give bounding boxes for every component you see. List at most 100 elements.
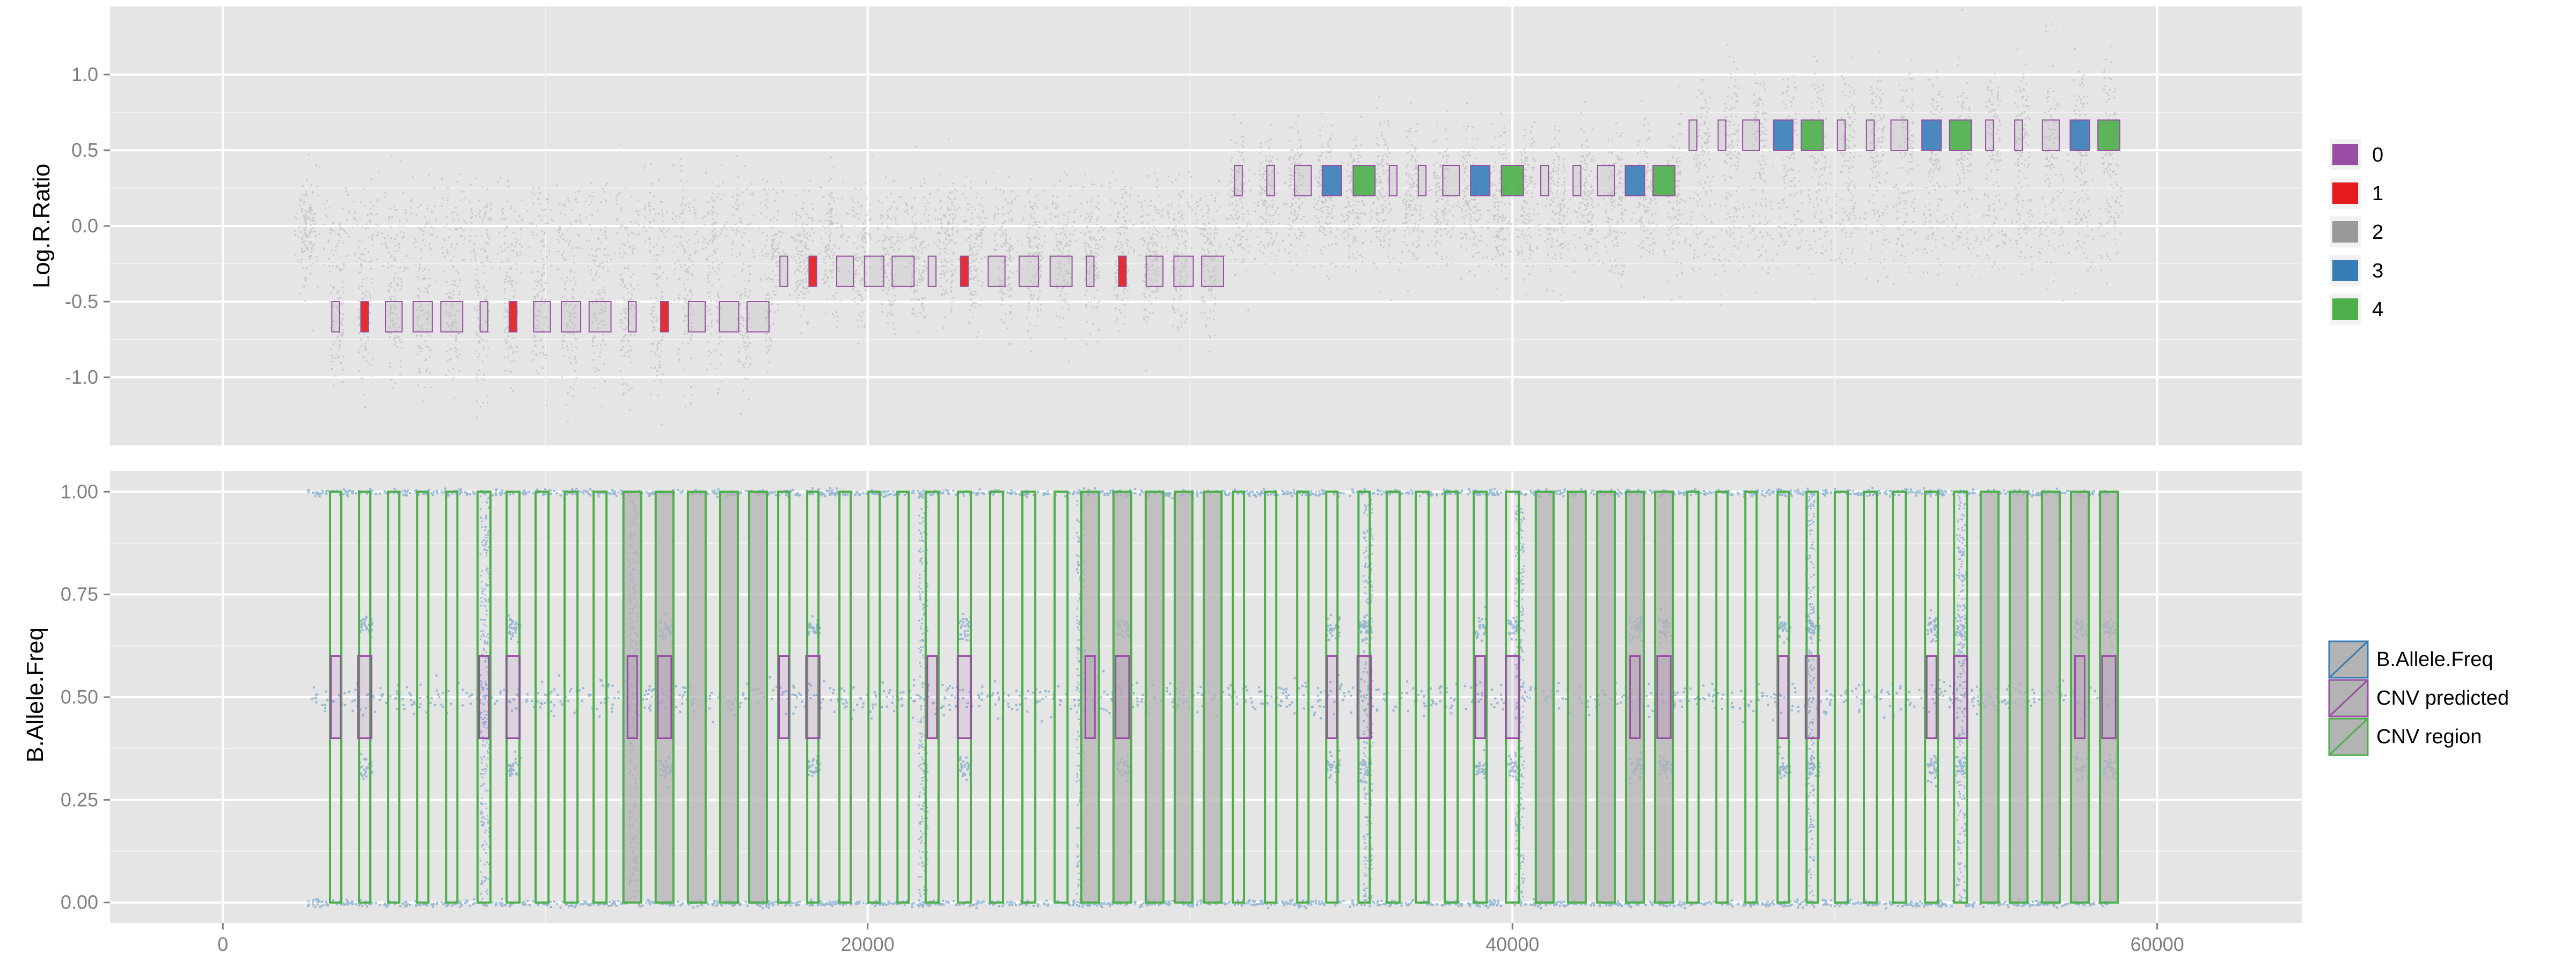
bottom-y-axis-title: B.Allele.Freq xyxy=(22,627,48,763)
y-tick-label: 0.0 xyxy=(71,215,98,237)
cnv-segment-state-3 xyxy=(1624,165,1645,196)
cnv-region xyxy=(2069,491,2090,904)
cnv-predicted xyxy=(657,655,672,740)
cnv-segment-state-3 xyxy=(1470,165,1491,196)
cnv-segment-state-0 xyxy=(891,255,915,287)
cnv-region xyxy=(1021,491,1037,904)
cnv-predicted xyxy=(1084,655,1096,740)
cnv-region xyxy=(1325,491,1339,904)
cnv-region xyxy=(777,491,791,904)
cnv-region xyxy=(622,491,642,904)
cnv-segment-state-0 xyxy=(1688,119,1697,151)
legend-label: 4 xyxy=(2372,298,2383,321)
cnv-segment-state-0 xyxy=(1742,119,1760,151)
cnv-segment-state-0 xyxy=(1540,165,1549,196)
cnv-region xyxy=(1296,491,1310,904)
cnv-region xyxy=(564,491,579,904)
cnv-segment-state-0 xyxy=(412,301,433,333)
cnv-segment-state-0 xyxy=(1086,255,1095,287)
cnv-region xyxy=(1534,491,1555,904)
cnv-region xyxy=(1264,491,1278,904)
cnv-region xyxy=(924,491,940,904)
cnv-region xyxy=(1473,491,1488,904)
cnv-segment-state-0 xyxy=(779,255,788,287)
cnv-predicted xyxy=(1629,655,1641,740)
cnv-region xyxy=(1112,491,1132,904)
cnv-segment-state-0 xyxy=(1201,255,1224,287)
cnv-segment-state-3 xyxy=(2069,119,2090,151)
cnv-predicted xyxy=(330,655,342,740)
cnv-region xyxy=(1232,491,1246,904)
bottom-panel: 0.00 0.25 0.50 0.75 1.00 0 20000 40000 60000 B.… xyxy=(22,471,2302,955)
cnv-segment-state-1 xyxy=(1118,255,1127,287)
cnv-predicted xyxy=(778,655,790,740)
cnv-region xyxy=(1385,491,1401,904)
legend-key-diagonal xyxy=(2328,718,2369,756)
cnv-predicted xyxy=(1953,655,1968,740)
cnv-segment-state-0 xyxy=(2014,119,2023,151)
cnv-segment-state-0 xyxy=(385,301,403,333)
cnv-region xyxy=(534,491,550,904)
y-tick-label: 0.50 xyxy=(61,686,98,708)
cnv-region xyxy=(748,491,768,904)
legend-key-swatch xyxy=(2332,298,2358,320)
cnv-region xyxy=(1567,491,1587,904)
cnv-region xyxy=(592,491,608,904)
cnv-segment-state-0 xyxy=(440,301,464,333)
cnv-predicted xyxy=(1926,655,1937,740)
cnv-segment-state-1 xyxy=(960,255,969,287)
cnv-segment-state-0 xyxy=(1145,255,1164,287)
cnv-region xyxy=(1444,491,1459,904)
cnv-segment-state-0 xyxy=(627,301,637,333)
cnv-segment-state-1 xyxy=(808,255,817,287)
cnv-segment-state-0 xyxy=(479,301,489,333)
cnv-segment-state-0 xyxy=(1019,255,1040,287)
legend-key-swatch xyxy=(2332,144,2358,165)
legend-copy-number: 0 1 2 3 4 xyxy=(2329,138,2383,326)
cnv-region xyxy=(654,491,675,904)
y-tick-label: -0.5 xyxy=(65,290,98,312)
cnv-region xyxy=(896,491,910,904)
cnv-region xyxy=(387,491,401,904)
cnv-region xyxy=(1686,491,1700,904)
legend-key-swatch xyxy=(2332,260,2358,281)
cnv-region xyxy=(1654,491,1674,904)
cnv-region xyxy=(1924,491,1940,904)
cnv-segment-state-0 xyxy=(588,301,612,333)
cnv-predicted xyxy=(505,655,521,740)
cnv-predicted xyxy=(2074,655,2086,740)
cnv-region xyxy=(1053,491,1069,904)
legend-key-diagonal xyxy=(2328,640,2369,679)
cnv-region xyxy=(1624,491,1645,904)
cnv-region xyxy=(1892,491,1907,904)
cnv-segment-state-0 xyxy=(1417,165,1427,196)
top-lrr-points xyxy=(294,9,2123,426)
cnv-region xyxy=(806,491,820,904)
top-panel: -1.0 -0.5 0.0 0.5 1.0 Log.R.Ratio xyxy=(28,6,2302,445)
cnv-region xyxy=(1357,491,1371,904)
legend-label: 0 xyxy=(2372,144,2383,166)
cnv-segment-state-0 xyxy=(747,301,770,333)
cnv-predicted xyxy=(956,655,972,740)
y-tick-label: 1.0 xyxy=(71,63,98,85)
cnv-region xyxy=(719,491,739,904)
cnv-segment-state-0 xyxy=(927,255,937,287)
cnv-predicted xyxy=(1115,655,1130,740)
legend-label: 3 xyxy=(2372,260,2383,282)
cnv-segment-state-4 xyxy=(1501,165,1524,196)
cnv-segment-state-1 xyxy=(508,301,518,333)
cnv-segment-state-0 xyxy=(1717,119,1726,151)
cnv-segment-state-0 xyxy=(1173,255,1194,287)
cnv-region xyxy=(2099,491,2119,904)
cnv-predicted xyxy=(1777,655,1789,740)
y-tick-label: -1.0 xyxy=(65,366,98,388)
cnv-segment-state-0 xyxy=(331,301,340,333)
cnv-region xyxy=(1744,491,1758,904)
legend-key-swatch xyxy=(2332,182,2358,204)
cnv-predicted xyxy=(805,655,821,740)
y-tick-label: 0.75 xyxy=(61,583,98,605)
cnv-region xyxy=(2040,491,2061,904)
cnv-segment-state-0 xyxy=(687,301,706,333)
cnv-predicted xyxy=(926,655,938,740)
